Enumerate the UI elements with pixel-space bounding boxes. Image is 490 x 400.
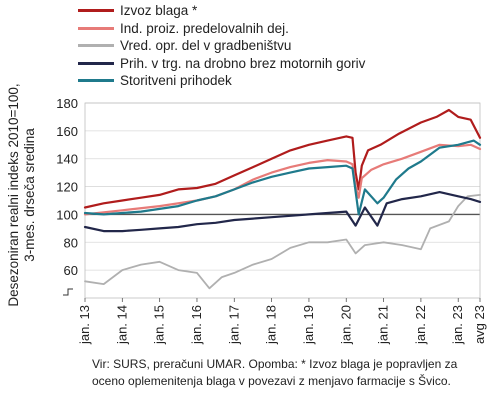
x-tick-label: jan. 21	[376, 305, 391, 345]
x-tick-label: jan. 13	[77, 305, 92, 345]
x-tick-label: jan. 15	[152, 305, 167, 345]
y-tick-labels: 60 80 100 120 140 160 180	[56, 96, 78, 278]
series-line-1	[83, 143, 482, 216]
series-line-3	[83, 191, 482, 233]
y-axis-label-line-1: Desezoniran realni indeks 2010=100,	[6, 83, 21, 307]
legend-label: Vred. opr. del v gradbeništvu	[120, 38, 292, 54]
source-note: Vir: SURS, preračuni UMAR. Opomba: * Izv…	[92, 357, 458, 388]
x-tick-label: jan. 14	[114, 305, 129, 345]
plot-area-border	[84, 102, 481, 299]
legend-swatch	[78, 79, 114, 83]
y-tick-label: 140	[56, 152, 78, 167]
x-tick-labels: jan. 13 jan. 14 jan. 15 jan. 16 jan. 17 jan. …	[77, 305, 487, 345]
axes	[63, 102, 481, 302]
x-tick-label: jan. 23	[450, 305, 465, 345]
series-line-0	[83, 108, 482, 209]
legend-item-trgovina: Prih. v trg. na drobno brez motornih gor…	[78, 55, 365, 73]
legend-item-storitve: Storitveni prihodek	[78, 72, 365, 90]
y-tick-label: 160	[56, 124, 78, 139]
y-axis-label-text: Desezoniran realni indeks 2010=100, 3-me…	[6, 83, 38, 306]
y-tick-label: 100	[56, 207, 78, 222]
axis-break-mark	[63, 288, 73, 296]
legend-swatch	[78, 26, 114, 30]
x-tick-label: jan. 17	[226, 305, 241, 345]
x-tick-label: jan. 22	[413, 305, 428, 345]
x-tick-label: jan. 18	[264, 305, 279, 345]
series-lines	[83, 108, 482, 290]
legend: Izvoz blaga * Ind. proiz. predelovalnih …	[78, 2, 365, 90]
legend-label: Storitveni prihodek	[120, 73, 232, 89]
y-axis-label-line-2: 3-mes. drseča sredina	[22, 128, 37, 262]
series-line-4	[83, 139, 482, 216]
legend-label: Prih. v trg. na drobno brez motornih gor…	[120, 55, 366, 71]
legend-item-ind-proiz: Ind. proiz. predelovalnih dej.	[78, 20, 365, 38]
y-tick-label: 80	[64, 235, 78, 250]
x-tick-label: jan. 19	[301, 305, 316, 345]
legend-label: Ind. proiz. predelovalnih dej.	[120, 20, 289, 36]
y-tick-label: 180	[56, 96, 78, 111]
legend-swatch	[78, 61, 114, 65]
legend-swatch	[78, 44, 114, 48]
x-tick-label: jan. 16	[189, 305, 204, 345]
y-tick-label: 60	[64, 263, 78, 278]
legend-item-izvoz-blaga: Izvoz blaga *	[78, 2, 365, 20]
x-tick-label: avg 23	[472, 305, 487, 344]
series-line-2	[84, 194, 481, 290]
legend-swatch	[78, 9, 114, 13]
x-tick-label: jan. 20	[338, 305, 353, 345]
legend-label: Izvoz blaga *	[120, 3, 198, 19]
legend-item-gradbenistvo: Vred. opr. del v gradbeništvu	[78, 37, 365, 55]
y-tick-label: 120	[56, 180, 78, 195]
gridlines	[85, 102, 480, 271]
